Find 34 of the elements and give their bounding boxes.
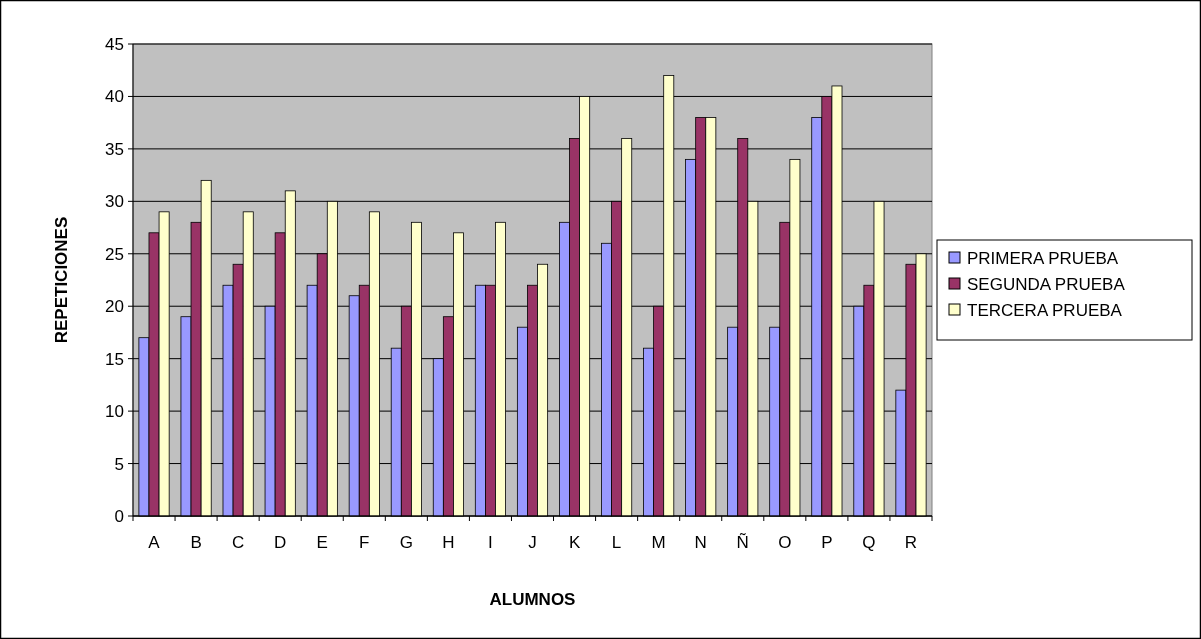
x-tick-label: R (904, 533, 918, 552)
y-tick-label: 15 (105, 349, 124, 369)
x-tick-label: Q (862, 533, 876, 552)
x-tick-label: P (821, 533, 833, 552)
y-tick-label: 40 (105, 87, 124, 107)
y-tick-label: 5 (114, 454, 124, 474)
y-tick-label: 25 (105, 244, 124, 264)
x-axis-title: ALUMNOS (489, 590, 576, 609)
y-tick-label: 0 (114, 506, 124, 526)
legend-label: TERCERA PRUEBA (967, 300, 1123, 320)
x-tick-label: L (611, 533, 622, 552)
x-tick-label: M (651, 533, 666, 552)
y-tick-label: 45 (105, 34, 124, 54)
x-tick-label: C (231, 533, 245, 552)
x-tick-label: N (694, 533, 707, 552)
y-tick-label: 10 (105, 402, 124, 422)
x-tick-label: D (274, 533, 287, 552)
y-axis-title: REPETICIONES (52, 216, 71, 344)
x-tick-label: K (568, 533, 581, 552)
x-tick-label: Ñ (736, 533, 749, 552)
x-tick-label: O (778, 533, 792, 552)
legend-label: PRIMERA PRUEBA (967, 248, 1119, 268)
y-tick-label: 30 (105, 192, 124, 212)
y-tick-label: 20 (105, 297, 124, 317)
x-tick-label: B (190, 533, 202, 552)
x-tick-label: A (148, 533, 161, 552)
x-tick-label: H (442, 533, 455, 552)
x-tick-label: J (528, 533, 537, 552)
x-tick-label: E (316, 533, 328, 552)
legend-label: SEGUNDA PRUEBA (967, 274, 1126, 294)
y-tick-label: 35 (105, 139, 124, 159)
x-tick-label: G (399, 533, 413, 552)
x-tick-label: I (488, 533, 493, 552)
x-tick-label: F (359, 533, 370, 552)
